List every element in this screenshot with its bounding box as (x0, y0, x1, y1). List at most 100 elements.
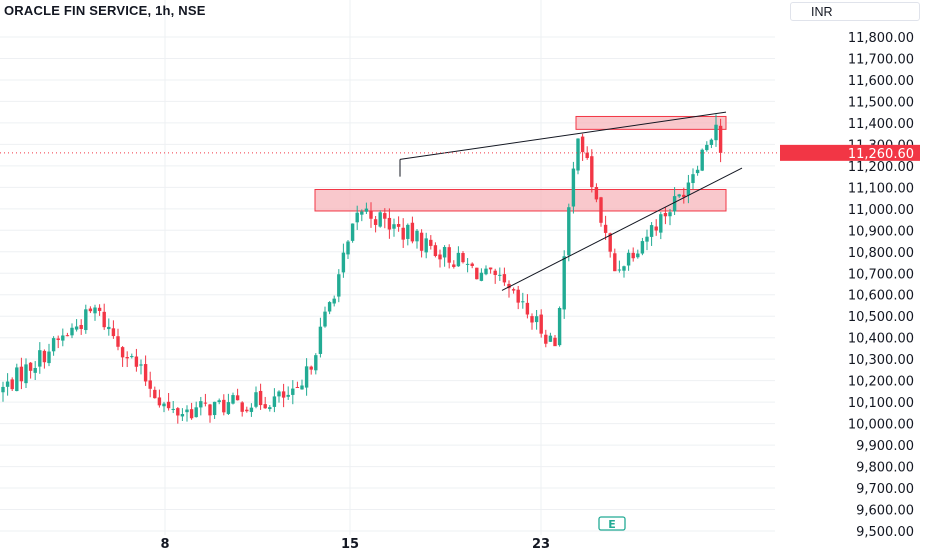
candle-body (355, 212, 359, 223)
candle-body (148, 380, 152, 389)
candle-body (70, 327, 74, 336)
candle-body (286, 394, 290, 397)
candle-body (442, 246, 447, 258)
candle-body (332, 298, 336, 304)
candle-body (337, 274, 341, 297)
candle-body (590, 156, 594, 188)
candle-body (677, 194, 681, 197)
x-tick-label: 23 (532, 537, 550, 550)
y-tick-label: 10,400.00 (848, 332, 914, 347)
candle-body (617, 269, 622, 271)
candle-body (314, 355, 318, 371)
candle-body (258, 390, 263, 406)
candle-body (557, 307, 562, 346)
candle-body (61, 335, 65, 341)
chart-title: ORACLE FIN SERVICE, 1h, NSE (4, 3, 206, 18)
candle-body (392, 224, 396, 229)
candle-body (567, 207, 571, 256)
candle-body (134, 356, 139, 367)
candle-body (525, 302, 530, 315)
candle-body (5, 381, 10, 387)
candle-body (130, 356, 134, 358)
candle-body (576, 138, 580, 171)
candle-body (304, 366, 309, 388)
candle-body (249, 407, 254, 412)
candle-body (346, 241, 350, 255)
candle-body (166, 401, 171, 409)
candle-body (47, 351, 51, 364)
candle-body (212, 401, 217, 416)
candle-body (56, 338, 60, 340)
candle-body (631, 252, 635, 259)
candle-body (488, 267, 493, 270)
candle-body (539, 314, 543, 334)
candle-body (1, 386, 5, 393)
lower-trendline (501, 167, 743, 291)
candle-body (709, 139, 714, 145)
candle-body (415, 230, 419, 242)
candle-body (705, 144, 709, 151)
candle-body (410, 222, 415, 242)
y-tick-label: 10,700.00 (848, 267, 914, 282)
y-tick-label: 10,300.00 (848, 353, 914, 368)
candle-body (672, 196, 677, 212)
candle-body (84, 309, 88, 331)
y-tick-label: 9,900.00 (856, 439, 914, 454)
candle-body (424, 238, 428, 253)
candle-body (613, 253, 617, 272)
candle-body (194, 407, 198, 418)
candle-body (74, 326, 79, 330)
y-tick-label: 11,500.00 (848, 95, 914, 110)
candle-body (203, 402, 208, 404)
currency-selector[interactable]: INR (790, 2, 920, 21)
y-tick-label: 9,800.00 (856, 461, 914, 476)
candle-body (51, 338, 56, 352)
candle-body (714, 124, 718, 141)
candle-body (19, 366, 24, 382)
candle-body (668, 212, 672, 217)
candle-body (626, 252, 631, 266)
candle-body (281, 391, 286, 398)
y-tick-label: 10,600.00 (848, 289, 914, 304)
candle-body (429, 239, 433, 246)
candle-body (378, 212, 382, 227)
candle-body (10, 379, 14, 390)
candle-body (447, 247, 451, 263)
candle-body (309, 366, 313, 370)
candle-body (433, 245, 438, 256)
x-tick-label: 15 (341, 537, 359, 550)
candle-body (599, 197, 603, 223)
candle-body (15, 367, 19, 392)
candle-body (493, 270, 497, 275)
candle-body (544, 334, 548, 344)
candle-body (226, 402, 231, 414)
upper-trendline (399, 111, 727, 160)
candle-body (222, 399, 226, 413)
y-tick-label: 11,600.00 (848, 74, 914, 89)
y-tick-label: 11,200.00 (848, 160, 914, 175)
candle-body (245, 409, 249, 412)
y-tick-label: 11,100.00 (848, 181, 914, 196)
candle-body (231, 395, 235, 404)
candle-body (42, 350, 47, 363)
y-tick-label: 11,400.00 (848, 117, 914, 132)
candle-body (498, 274, 502, 276)
candle-body (530, 316, 534, 323)
candle-body (622, 266, 626, 271)
support-zone (314, 188, 727, 212)
candle-body (65, 335, 70, 337)
candle-body (125, 357, 129, 359)
candle-body (157, 397, 162, 406)
y-tick-label: 9,600.00 (856, 504, 914, 519)
candle-body (364, 208, 369, 212)
candle-body (484, 268, 488, 275)
candle-body (176, 408, 180, 416)
candle-body (406, 224, 410, 239)
y-tick-label: 10,900.00 (848, 224, 914, 239)
candle-body (120, 347, 125, 358)
y-tick-label: 10,500.00 (848, 310, 914, 325)
earnings-event-label: E (608, 518, 616, 531)
candle-body (594, 187, 599, 200)
y-tick-label: 10,800.00 (848, 246, 914, 261)
